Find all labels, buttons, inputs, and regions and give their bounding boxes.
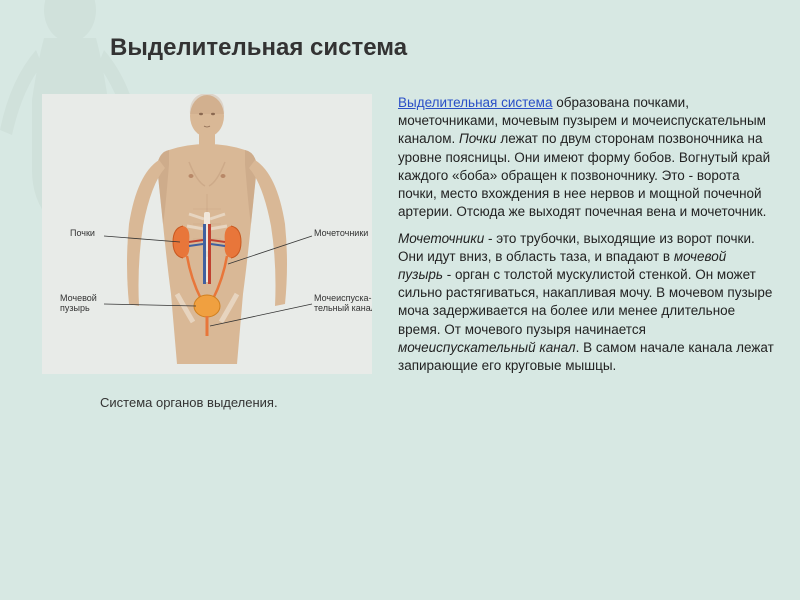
urethra-term: мочеиспускательный канал (398, 340, 576, 355)
anatomy-diagram: Почки Мочеточники Мочевой пузырь Мочеисп… (42, 94, 372, 374)
paragraph-2: Мочеточники - это трубочки, выходящие из… (398, 230, 774, 376)
page-title: Выделительная система (110, 34, 407, 62)
paragraph-1: Выделительная система образована почками… (398, 94, 774, 222)
excretory-system-link[interactable]: Выделительная система (398, 95, 552, 110)
p2-text-b: - орган с толстой мускулистой стенкой. О… (398, 267, 772, 337)
kidneys-term: Почки (459, 131, 497, 146)
kidney-right-organ (225, 226, 241, 258)
diagram-caption: Система органов выделения. (100, 395, 278, 410)
ureters-term: Мочеточники (398, 231, 484, 246)
label-bladder: Мочевой пузырь (60, 294, 97, 314)
label-urethra: Мочеиспуска- тельный канал (314, 294, 372, 314)
description-text: Выделительная система образована почками… (398, 94, 774, 383)
bladder-organ (194, 295, 220, 317)
label-ureters: Мочеточники (314, 229, 368, 239)
label-kidneys: Почки (70, 229, 95, 239)
